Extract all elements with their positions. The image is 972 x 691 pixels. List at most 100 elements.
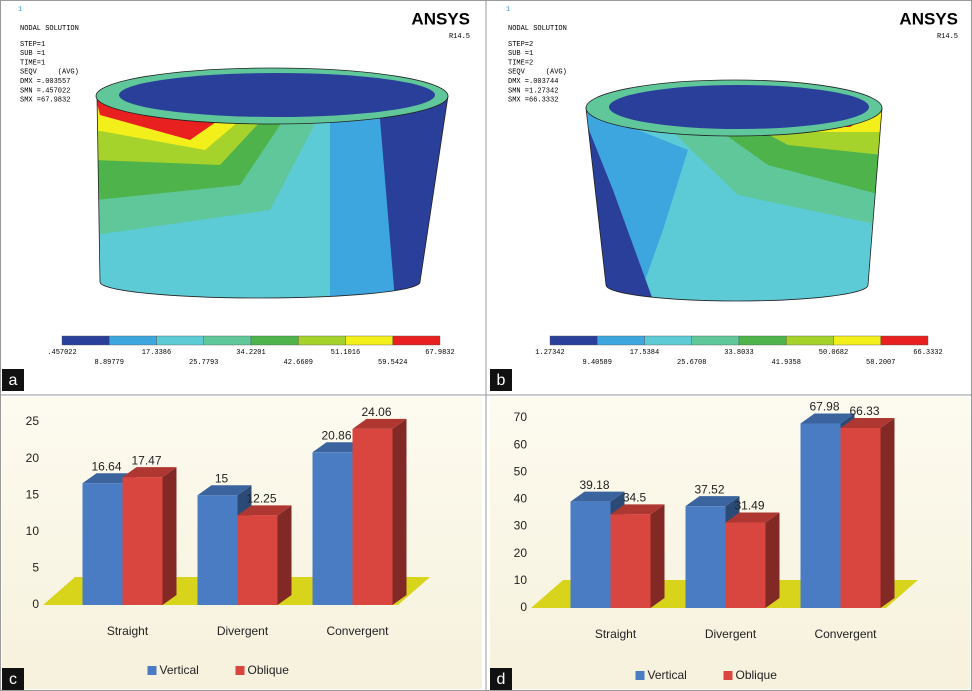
legend-swatch <box>109 336 156 345</box>
legend-swatch <box>346 336 393 345</box>
y-tick-label: 20 <box>26 451 40 465</box>
legend-label: 50.0682 <box>819 349 848 357</box>
y-tick-label: 50 <box>514 464 528 478</box>
x-tick-label: Convergent <box>814 627 877 641</box>
bar-front <box>726 523 766 608</box>
legend-swatch <box>148 666 157 675</box>
panel-label: c <box>9 671 17 688</box>
bar-front <box>238 515 278 605</box>
legend-label: 17.5384 <box>630 349 659 357</box>
plot-info: SMN =1.27342 <box>508 87 558 95</box>
plot-info: SEQV (AVG) <box>20 69 79 77</box>
frustum-body <box>583 108 883 301</box>
y-tick-label: 10 <box>514 573 528 587</box>
legend-label: 34.2201 <box>236 349 265 357</box>
legend-swatch <box>251 336 298 345</box>
legend-swatch <box>298 336 345 345</box>
y-tick-label: 60 <box>514 437 528 451</box>
plot-header: NODAL SOLUTION <box>20 25 79 33</box>
bar-side <box>393 419 407 605</box>
legend-swatch <box>692 336 739 345</box>
legend-label: Vertical <box>648 668 687 682</box>
plot-info: SMX =67.9832 <box>20 97 70 105</box>
legend-swatch <box>157 336 204 345</box>
legend-label: 67.9832 <box>425 349 454 357</box>
plot-info: SMN =.457022 <box>20 87 70 95</box>
panel-label: b <box>497 372 506 389</box>
bar-front <box>686 506 726 608</box>
version: R14.5 <box>937 33 958 41</box>
data-label: 66.33 <box>849 404 879 418</box>
legend-swatch <box>786 336 833 345</box>
y-tick-label: 10 <box>26 524 40 538</box>
y-tick-label: 25 <box>26 414 40 428</box>
plot-info: STEP=1 <box>20 41 45 49</box>
plot-info: SUB =1 <box>20 50 45 58</box>
legend-label: 41.9358 <box>772 359 801 367</box>
legend-swatch <box>645 336 692 345</box>
legend-swatch <box>204 336 251 345</box>
bar-front <box>571 502 611 608</box>
legend-label: 25.7793 <box>189 359 218 367</box>
legend-swatch <box>62 336 109 345</box>
bar-front <box>198 495 238 605</box>
legend-swatch <box>881 336 928 345</box>
panel-label: a <box>9 372 18 389</box>
legend-swatch <box>834 336 881 345</box>
brand: ANSYS <box>899 9 958 28</box>
plot-header: NODAL SOLUTION <box>508 25 567 33</box>
plot-info: TIME=2 <box>508 59 533 67</box>
data-label: 15 <box>215 471 229 485</box>
plot-info: TIME=1 <box>20 59 45 67</box>
data-label: 39.18 <box>579 478 609 492</box>
x-tick-label: Divergent <box>705 627 757 641</box>
legend-swatch <box>724 671 733 680</box>
plot-info: DMX =.003557 <box>20 78 70 86</box>
legend-label: 17.3386 <box>142 349 171 357</box>
data-label: 31.49 <box>734 499 764 513</box>
y-tick-label: 0 <box>32 597 39 611</box>
version: R14.5 <box>449 33 470 41</box>
frustum-top-inner <box>119 73 435 117</box>
panel-label: d <box>497 671 506 688</box>
bar-side <box>651 504 665 608</box>
bar <box>841 418 895 608</box>
legend-swatch <box>236 666 245 675</box>
bar-front <box>123 477 163 605</box>
data-label: 20.86 <box>321 428 351 442</box>
legend-label: 8.89779 <box>95 359 124 367</box>
legend-label: 25.6708 <box>677 359 706 367</box>
bar <box>353 419 407 605</box>
bar <box>238 505 292 605</box>
bar <box>123 467 177 605</box>
y-tick-label: 70 <box>514 410 528 424</box>
plot-info: SMX =66.3332 <box>508 97 558 105</box>
legend-label: 42.6609 <box>284 359 313 367</box>
x-tick-label: Divergent <box>217 624 269 638</box>
bar-front <box>801 423 841 608</box>
bar-front <box>611 514 651 608</box>
x-tick-label: Convergent <box>326 624 389 638</box>
legend-swatch <box>597 336 644 345</box>
plot-info: DMX =.003744 <box>508 78 558 86</box>
legend-swatch <box>739 336 786 345</box>
legend-label: 9.40589 <box>583 359 612 367</box>
data-label: 16.64 <box>91 459 121 473</box>
legend-label: 66.3332 <box>913 349 942 357</box>
y-tick-label: 40 <box>514 492 528 506</box>
bar-side <box>766 513 780 608</box>
plot-number: 1 <box>18 6 22 14</box>
y-tick-label: 20 <box>514 546 528 560</box>
legend-label: 58.2007 <box>866 359 895 367</box>
data-label: 37.52 <box>694 482 724 496</box>
data-label: 12.25 <box>246 492 276 506</box>
x-tick-label: Straight <box>107 624 149 638</box>
bar-front <box>841 428 881 608</box>
bar-side <box>163 467 177 605</box>
legend-label: 51.1016 <box>331 349 360 357</box>
y-tick-label: 5 <box>32 561 39 575</box>
legend-label: .457022 <box>47 349 76 357</box>
legend-label: Oblique <box>248 663 290 677</box>
y-tick-label: 30 <box>514 519 528 533</box>
frustum-body <box>95 95 452 300</box>
